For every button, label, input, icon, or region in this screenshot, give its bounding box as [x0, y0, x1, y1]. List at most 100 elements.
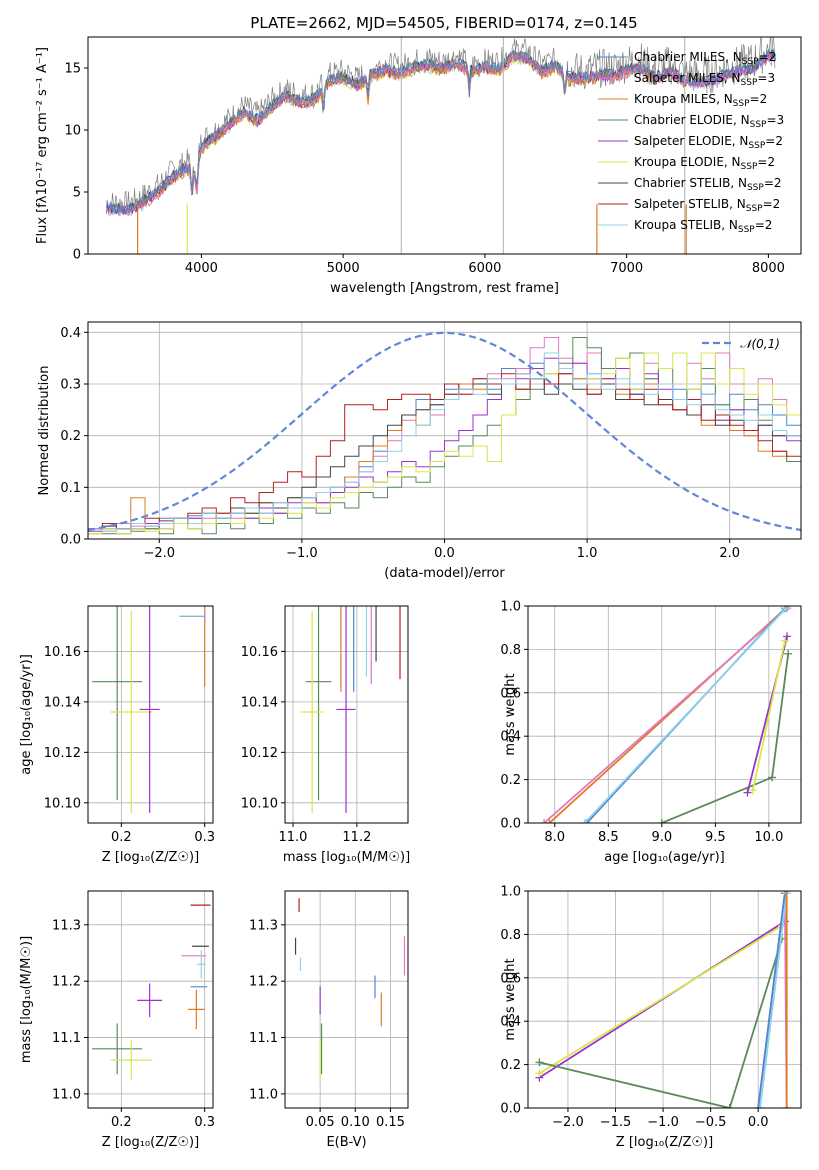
errorbar-salpeter-elodie: [137, 983, 163, 1018]
axes-frame: [284, 890, 409, 1109]
x-tick-label: 0.15: [376, 1115, 405, 1130]
legend-model: Salpeter STELIB: [634, 197, 729, 211]
x-axis-label: wavelength [Angstrom, rest frame]: [330, 281, 559, 296]
y-tick-label: 15: [64, 62, 81, 77]
y-tick-label: 0.1: [60, 481, 81, 496]
panel-6: 0.2 0.3 11.0 11.1 11.2 11.3 Z [log₁₀(Z/Z☉)] mas…: [19, 890, 215, 1150]
axes-frame: [87, 36, 802, 255]
legend-n-sub: SSP: [746, 204, 763, 214]
x-tick-label: 6000: [468, 261, 501, 276]
legend-n-prefix: , N: [732, 134, 749, 148]
x-tick-label: 0.2: [111, 830, 132, 845]
histogram-salpeter-stelib: [88, 373, 801, 530]
x-tick-label: −1.0: [286, 546, 318, 561]
model-spectrum-salpeter-elodie: [106, 51, 776, 216]
legend-label: Chabrier STELIB, NSSP=2: [634, 176, 782, 193]
mass-weight-marker: [580, 819, 589, 823]
y-axis-label: mass weight: [503, 673, 518, 755]
y-tick-label: 10.14: [241, 695, 278, 710]
axes-frame: [87, 605, 214, 824]
legend-label: Kroupa STELIB, NSSP=2: [634, 218, 772, 235]
y-tick-label: 11.2: [52, 975, 81, 990]
x-tick-label: 8000: [752, 261, 785, 276]
mass-weight-marker: [780, 636, 789, 645]
y-tick-label: 10.14: [44, 695, 81, 710]
legend-n-sub: SSP: [742, 57, 759, 67]
mass-weight-marker: [540, 819, 549, 823]
errorbar-chabrier-elodie: [92, 606, 143, 801]
x-tick-label: 11.0: [279, 830, 308, 845]
errorbar-kroupa-stelib: [197, 950, 206, 979]
mass-weight-salpeter-miles: [754, 891, 791, 1108]
y-tick-label: 10.10: [241, 796, 278, 811]
y-tick-label: 0.2: [500, 773, 521, 788]
legend-model: Chabrier ELODIE: [634, 113, 733, 127]
mass-weight-marker: [545, 819, 554, 823]
legend-n-value: =3: [766, 113, 784, 127]
legend-n-value: =2: [755, 218, 773, 232]
y-tick-label: 10.16: [44, 645, 81, 660]
y-tick-label: 11.3: [52, 918, 81, 933]
mass-weight-marker: [784, 649, 793, 658]
errorbar-kroupa-elodie: [110, 1040, 153, 1080]
y-tick-label: 1.0: [500, 600, 521, 615]
mass-weight-salpeter-elodie: [743, 632, 792, 797]
y-tick-label: 0.0: [500, 817, 521, 832]
panel-4: 11.0 11.2 10.10 10.12 10.14 10.16 mass [log₁₀(…: [241, 605, 410, 865]
legend-n-sub: SSP: [750, 120, 767, 130]
x-tick-label: −0.5: [695, 1115, 727, 1130]
legend-n-prefix: , N: [724, 71, 741, 85]
panel-3: 0.2 0.3 10.10 10.12 10.14 10.16 Z [log₁₀(Z/Z☉)…: [19, 605, 215, 865]
mass-weight-line: [538, 924, 783, 1075]
x-axis-label: Z [log₁₀(Z/Z☉)]: [102, 850, 199, 865]
legend-n-prefix: , N: [724, 155, 741, 169]
mass-weight-line: [757, 893, 786, 1108]
plot-area: [540, 606, 793, 823]
legend-model: Kroupa ELODIE: [634, 155, 724, 169]
mass-weight-marker: [535, 1069, 544, 1078]
mass-weight-marker: [782, 606, 791, 613]
y-tick-label: 10.12: [241, 746, 278, 761]
y-tick-label: 11.2: [249, 975, 278, 990]
legend-label: Salpeter STELIB, NSSP=2: [634, 197, 780, 214]
legend-label: 𝒩(0,1): [740, 337, 780, 351]
y-tick-label: 1.0: [500, 885, 521, 900]
model-spectrum-salpeter-stelib: [106, 51, 776, 215]
errorbar-salpeter-elodie: [336, 606, 356, 813]
mass-weight-marker: [657, 819, 666, 823]
panel-5: 8.0 8.5 9.0 9.5 10.0 0.0 0.2 0.4 0.6 0.8 1.0 age [l…: [500, 600, 802, 865]
mass-weight-chabrier-elodie: [535, 934, 786, 1108]
legend-n-prefix: , N: [725, 50, 742, 64]
plot-area: [294, 898, 406, 1080]
x-tick-label: 0.0: [748, 1115, 769, 1130]
x-tick-label: 0.2: [111, 1115, 132, 1130]
y-axis-label: mass weight: [503, 958, 518, 1040]
axes-frame: [527, 605, 802, 824]
axes-frame: [284, 605, 409, 824]
y-tick-label: 10.16: [241, 645, 278, 660]
legend-n-prefix: , N: [730, 176, 747, 190]
legend-n-sub: SSP: [748, 141, 765, 151]
panel-2: −2.0 −1.0 0.0 1.0 2.0 0.0 0.1 0.2 0.3 0.4 (data-mo…: [37, 321, 802, 581]
legend-n-prefix: , N: [733, 113, 750, 127]
plot-area: [92, 606, 206, 813]
x-tick-label: 0.05: [306, 1115, 335, 1130]
mass-weight-marker: [768, 773, 777, 782]
y-tick-label: 0.0: [60, 533, 81, 548]
axes-frame: [87, 890, 214, 1109]
model-spectrum-chabrier-elodie: [106, 48, 776, 215]
legend-model: Salpeter MILES: [634, 71, 724, 85]
y-tick-label: 11.0: [249, 1087, 278, 1102]
legend-label: Chabrier MILES, NSSP=2: [634, 50, 776, 67]
y-tick-label: 10.12: [44, 746, 81, 761]
y-axis-label: mass [log₁₀(M/M☉)]: [19, 936, 34, 1063]
y-tick-label: 11.0: [52, 1087, 81, 1102]
x-axis-label: E(B-V): [326, 1135, 366, 1150]
x-tick-label: 5000: [327, 261, 360, 276]
x-tick-label: 1.0: [577, 546, 598, 561]
y-tick-label: 0.8: [500, 928, 521, 943]
x-tick-label: 11.2: [342, 830, 371, 845]
x-tick-label: 7000: [610, 261, 643, 276]
mass-weight-line: [584, 607, 787, 823]
